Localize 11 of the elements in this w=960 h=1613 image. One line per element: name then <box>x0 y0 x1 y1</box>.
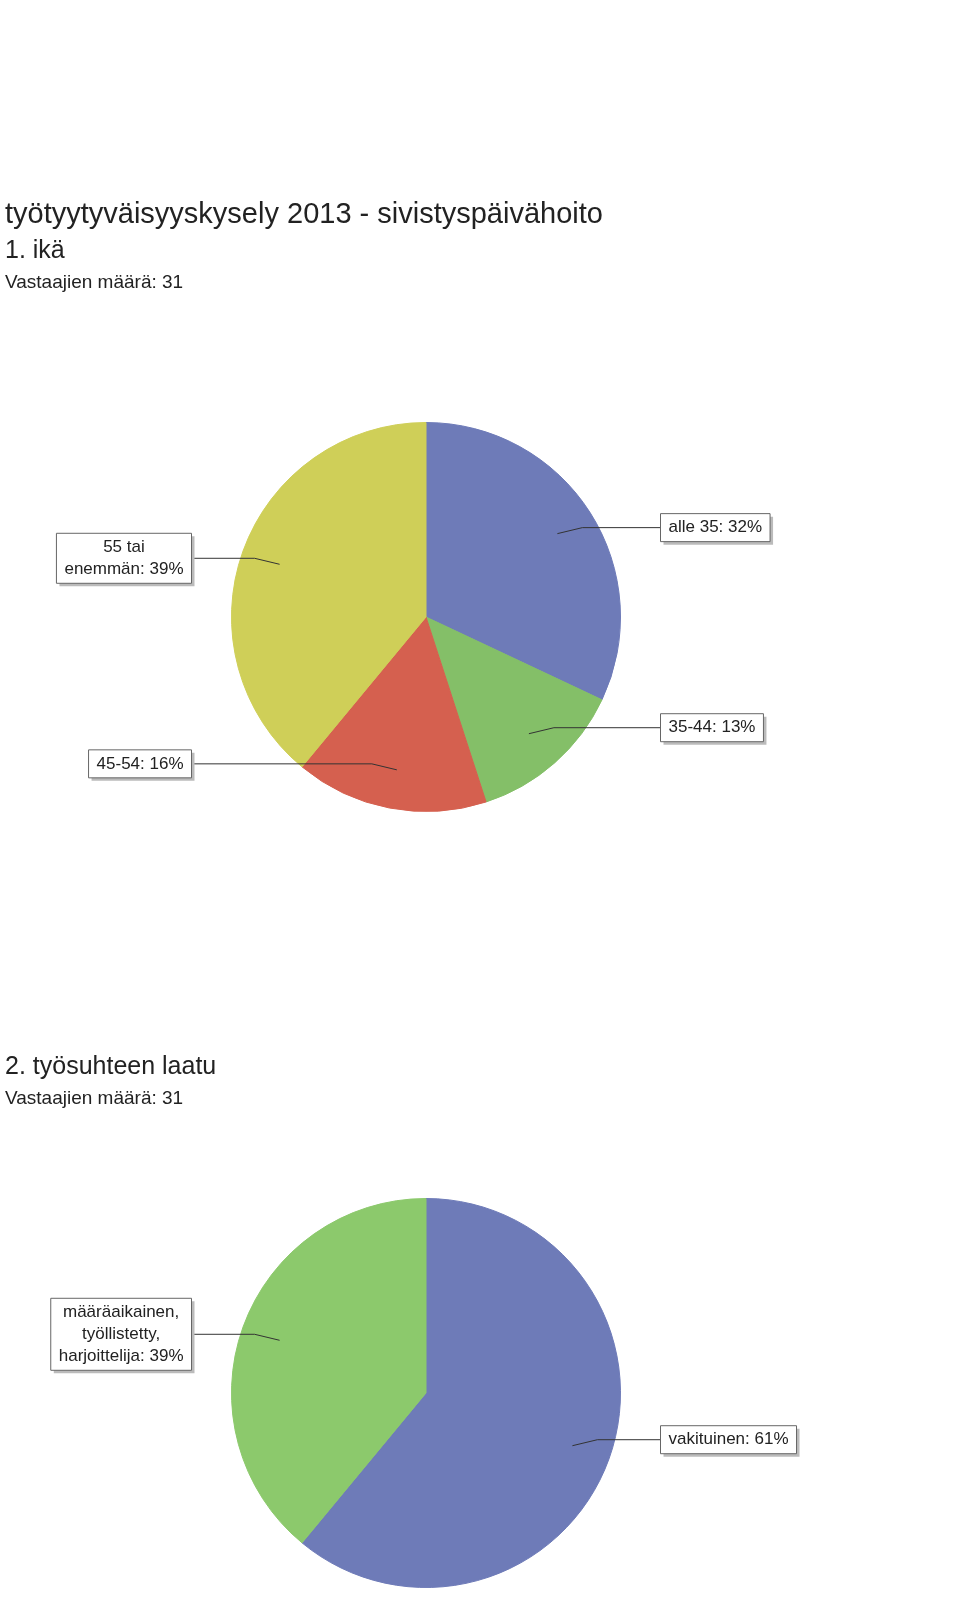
chart-title: 2. työsuhteen laatu <box>5 1050 218 1081</box>
text: Vastaajien määrä: 31 <box>5 1086 185 1110</box>
text: Vastaajien määrä: 31 <box>5 270 185 294</box>
chart-title: työtyytyväisyyskysely 2013 - sivistyspäivähoito <box>5 196 604 231</box>
slice-label: alle 35: 32% <box>668 517 763 537</box>
chart-subtitle: 1. ikä <box>5 234 66 265</box>
slice-label: vakituinen: 61% <box>668 1429 789 1449</box>
slice-label: 35-44: 13% <box>668 717 756 737</box>
slice-label: määräaikainen, työllistetty, harjoittelija: 39% <box>58 1301 184 1365</box>
slice-label: 55 tai enemmän: 39% <box>64 536 184 578</box>
slice-label: 45-54: 16% <box>96 753 184 773</box>
